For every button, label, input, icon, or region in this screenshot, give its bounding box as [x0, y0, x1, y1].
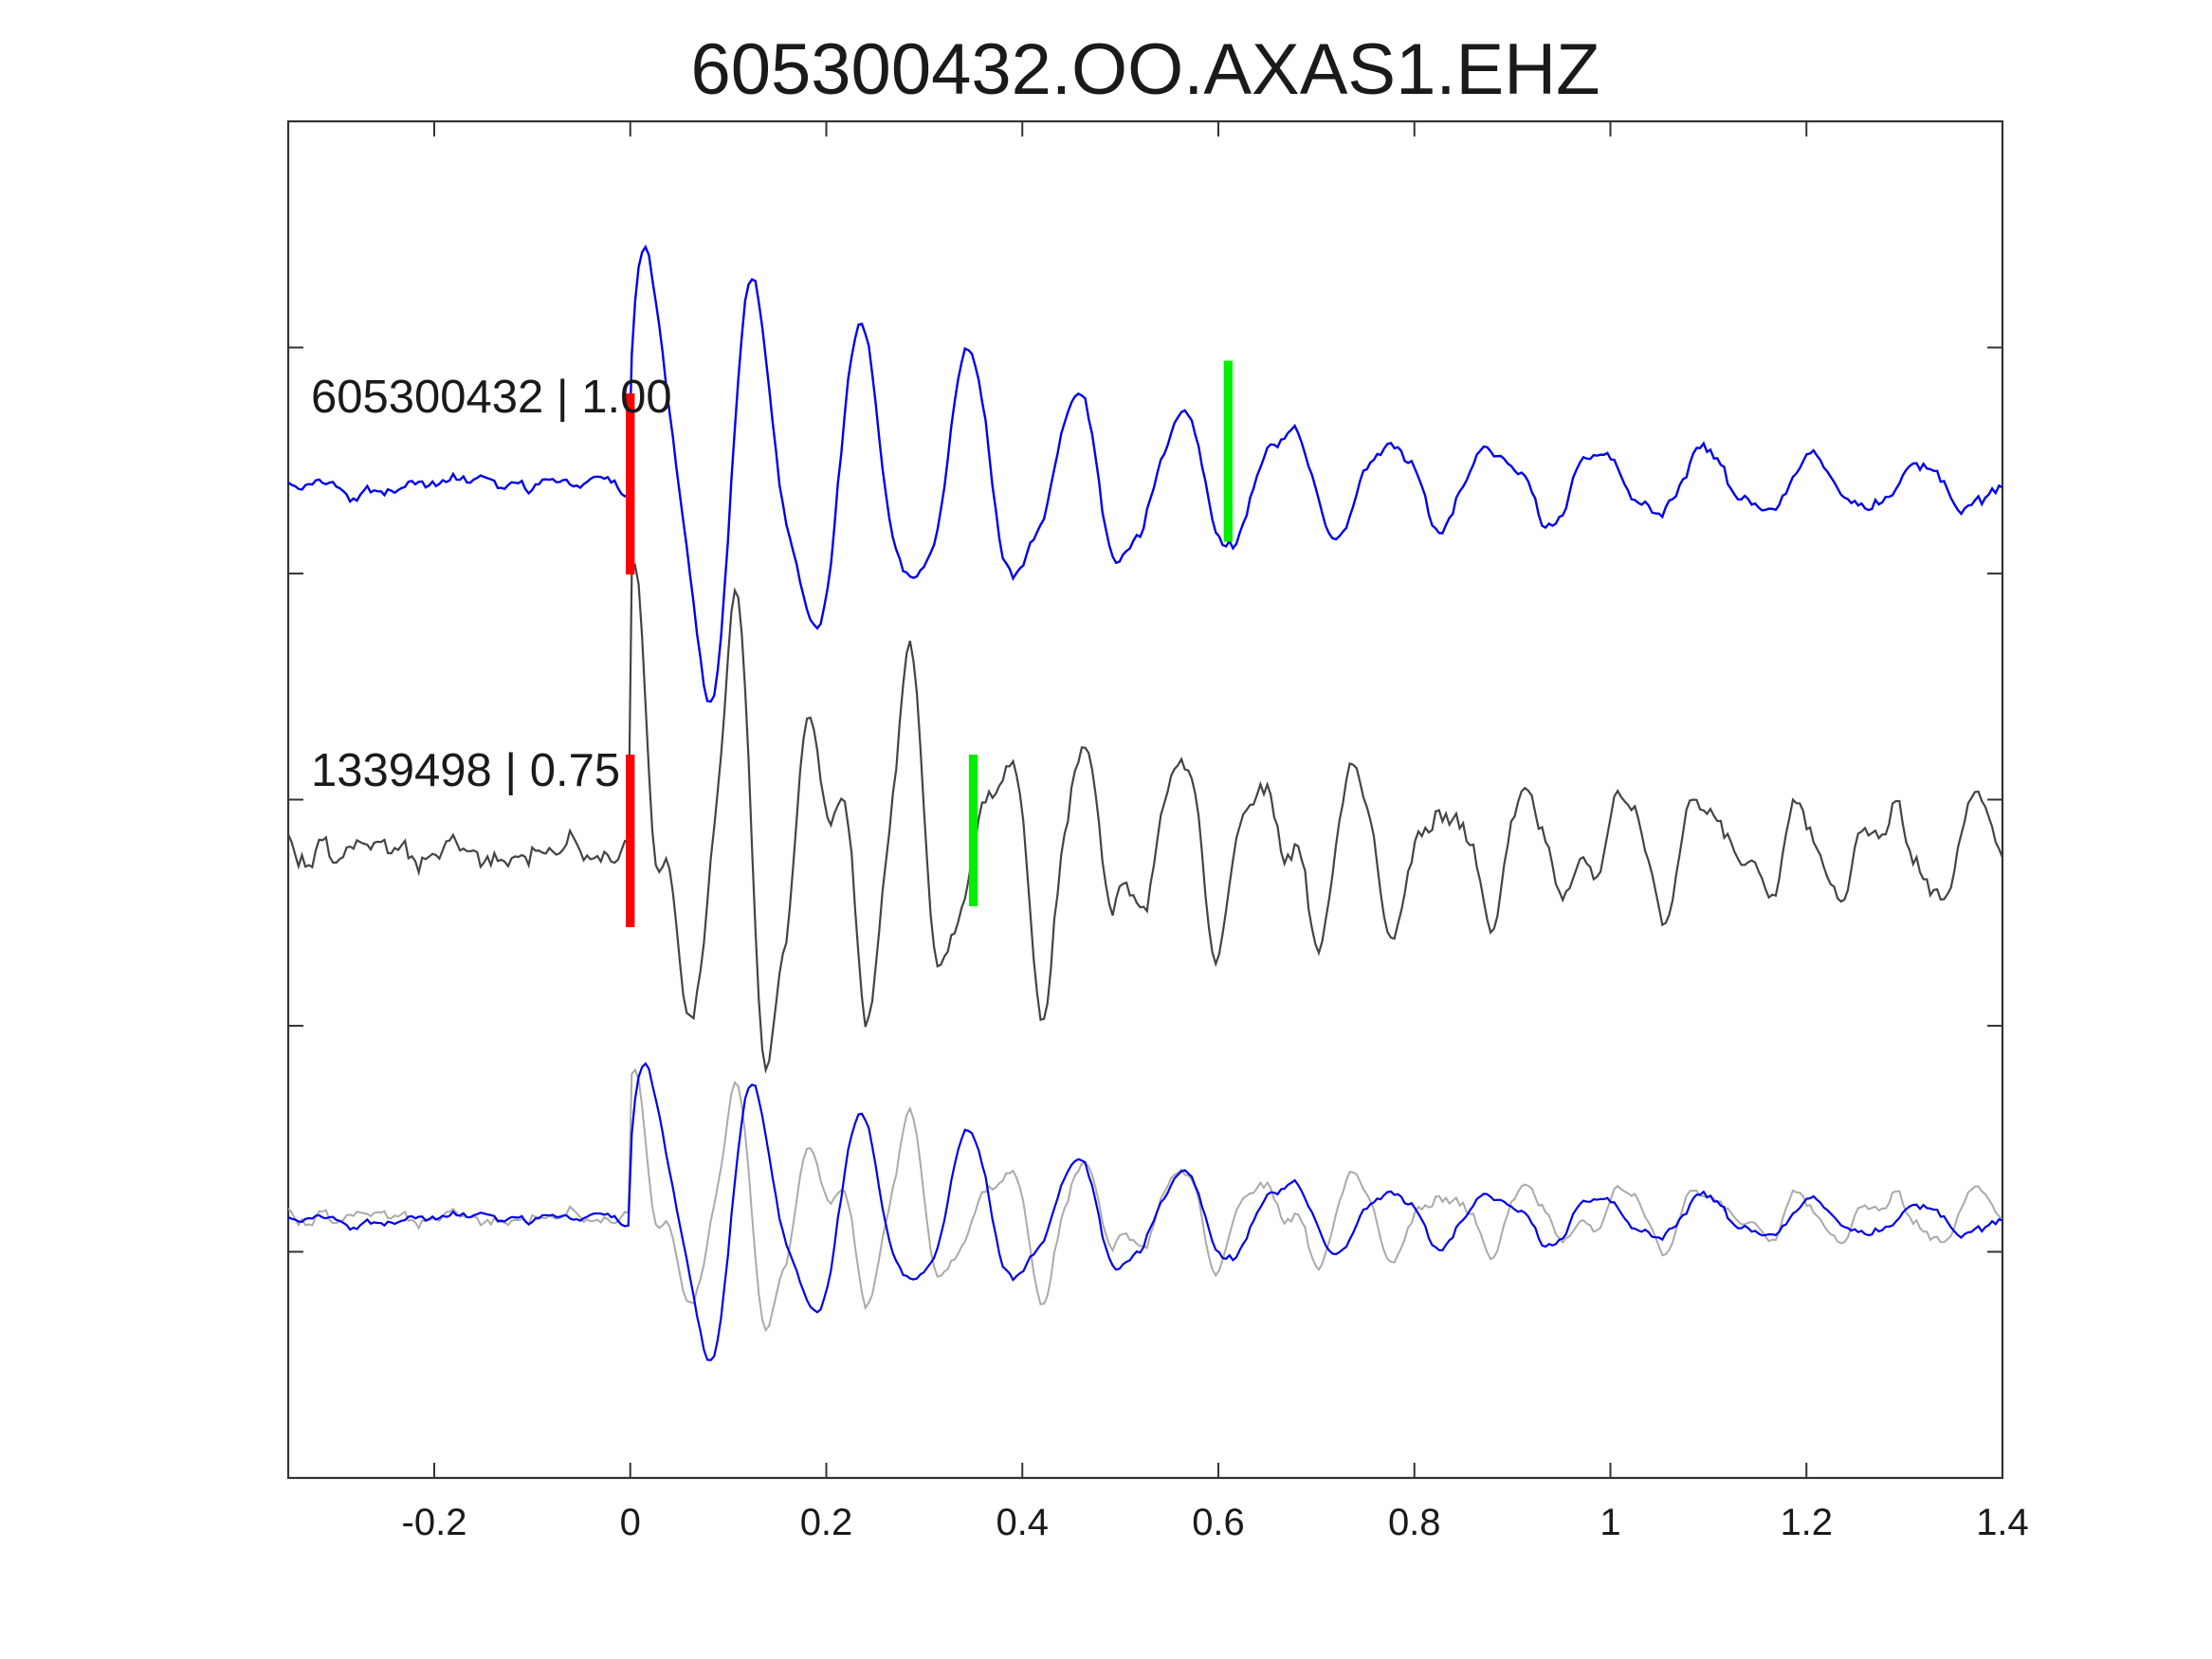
svg-text:1: 1	[1600, 1502, 1620, 1543]
svg-text:0.6: 0.6	[1192, 1502, 1245, 1543]
svg-text:1.2: 1.2	[1780, 1502, 1833, 1543]
svg-text:-0.2: -0.2	[402, 1502, 467, 1543]
svg-text:605300432.OO.AXAS1.EHZ: 605300432.OO.AXAS1.EHZ	[690, 29, 1600, 110]
svg-text:0.2: 0.2	[800, 1502, 853, 1543]
svg-text:1339498 | 0.75: 1339498 | 0.75	[311, 745, 620, 796]
svg-text:605300432 | 1.00: 605300432 | 1.00	[311, 372, 672, 423]
svg-text:0: 0	[620, 1502, 641, 1543]
svg-text:0.8: 0.8	[1388, 1502, 1441, 1543]
svg-text:0.4: 0.4	[996, 1502, 1049, 1543]
svg-text:1.4: 1.4	[1976, 1502, 2029, 1543]
